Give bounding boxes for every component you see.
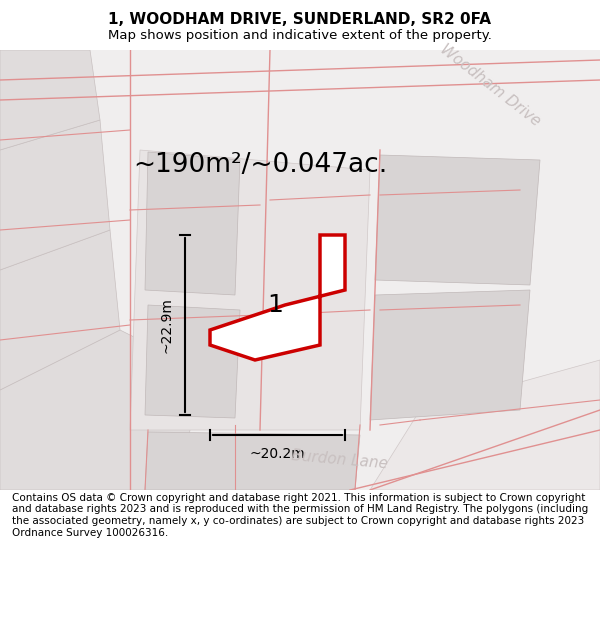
Polygon shape	[145, 432, 360, 490]
Text: Contains OS data © Crown copyright and database right 2021. This information is : Contains OS data © Crown copyright and d…	[12, 492, 588, 538]
Text: 1, WOODHAM DRIVE, SUNDERLAND, SR2 0FA: 1, WOODHAM DRIVE, SUNDERLAND, SR2 0FA	[109, 12, 491, 28]
Polygon shape	[375, 155, 540, 285]
Polygon shape	[0, 330, 200, 490]
Polygon shape	[0, 120, 110, 270]
Polygon shape	[145, 152, 240, 295]
Polygon shape	[0, 230, 120, 390]
Polygon shape	[0, 50, 100, 150]
Polygon shape	[210, 235, 345, 360]
Text: Map shows position and indicative extent of the property.: Map shows position and indicative extent…	[108, 29, 492, 42]
Text: Woodham Drive: Woodham Drive	[437, 41, 543, 129]
Text: Burdon Lane: Burdon Lane	[291, 448, 389, 472]
Text: 1: 1	[267, 293, 283, 317]
Polygon shape	[145, 305, 240, 418]
Polygon shape	[370, 360, 600, 490]
Polygon shape	[370, 290, 530, 420]
Polygon shape	[130, 150, 370, 430]
Text: ~22.9m: ~22.9m	[159, 297, 173, 353]
Text: ~20.2m: ~20.2m	[250, 447, 305, 461]
Text: ~190m²/~0.047ac.: ~190m²/~0.047ac.	[133, 152, 387, 178]
